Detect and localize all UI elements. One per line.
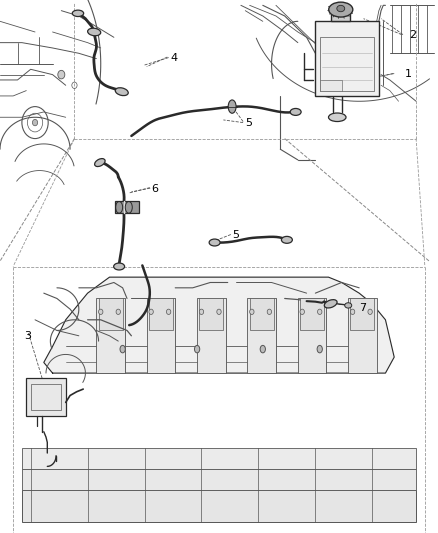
Ellipse shape [58,70,65,79]
Bar [250,298,274,330]
Bar [22,490,416,522]
Bar [320,80,342,91]
Bar [31,384,61,410]
Bar [300,298,324,330]
Ellipse shape [88,28,101,36]
Ellipse shape [228,100,236,114]
Ellipse shape [95,159,105,166]
Ellipse shape [217,309,221,314]
Text: 2: 2 [410,30,417,39]
Ellipse shape [115,88,128,95]
Ellipse shape [324,300,337,308]
Ellipse shape [149,309,153,314]
Ellipse shape [318,309,322,314]
Ellipse shape [166,309,171,314]
Bar [331,10,350,21]
Ellipse shape [209,239,220,246]
Ellipse shape [317,345,322,353]
Ellipse shape [281,237,293,243]
Ellipse shape [328,2,353,17]
Ellipse shape [120,345,125,353]
Bar [99,298,123,330]
Bar [96,298,125,373]
Ellipse shape [250,309,254,314]
Bar [147,298,175,373]
Ellipse shape [290,109,301,116]
Text: 7: 7 [359,303,366,312]
Text: 5: 5 [245,118,252,127]
Ellipse shape [350,309,355,314]
Bar [298,298,326,373]
Ellipse shape [72,10,84,17]
Ellipse shape [32,119,38,126]
Bar [22,469,416,490]
Bar [320,37,374,91]
Polygon shape [44,277,394,373]
Bar [115,201,139,213]
Ellipse shape [328,113,346,122]
Text: 3: 3 [24,331,31,341]
Ellipse shape [337,5,345,12]
Text: 5: 5 [232,230,239,239]
Ellipse shape [345,303,352,308]
Bar [22,448,416,469]
Bar [315,21,379,96]
Bar [199,298,223,330]
Ellipse shape [116,309,120,314]
Ellipse shape [199,309,204,314]
Ellipse shape [368,309,372,314]
Ellipse shape [114,263,124,270]
Text: 6: 6 [151,184,158,194]
Bar [149,298,173,330]
Ellipse shape [300,309,304,314]
Bar [247,298,276,373]
Ellipse shape [99,309,103,314]
Ellipse shape [267,309,272,314]
Ellipse shape [194,345,200,353]
Ellipse shape [260,345,265,353]
Bar [197,298,226,373]
Bar [26,378,66,416]
Bar [350,298,374,330]
Bar [348,298,377,373]
Text: 1: 1 [405,69,412,78]
Text: 4: 4 [171,53,178,62]
